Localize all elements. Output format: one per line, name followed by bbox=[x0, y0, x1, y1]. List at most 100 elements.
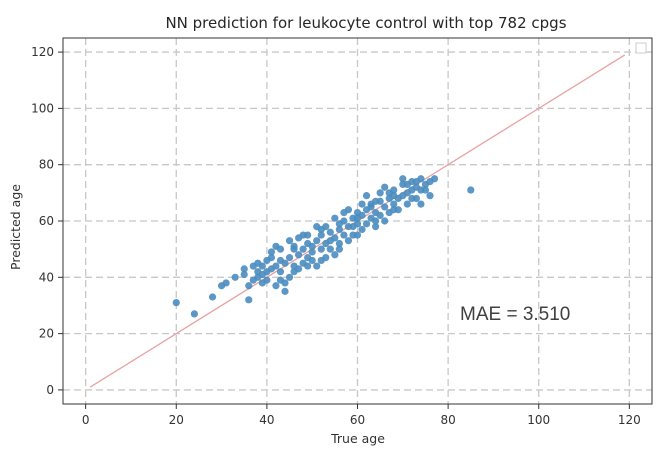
data-point bbox=[272, 282, 280, 290]
data-point bbox=[295, 234, 303, 242]
y-tick-label: 60 bbox=[39, 214, 54, 228]
data-point bbox=[308, 256, 316, 265]
data-point bbox=[276, 268, 285, 276]
data-point bbox=[245, 282, 253, 290]
data-point bbox=[313, 237, 321, 245]
y-tick-label: 80 bbox=[39, 158, 54, 172]
data-point bbox=[381, 203, 389, 211]
legend-box bbox=[635, 42, 647, 54]
data-point bbox=[245, 296, 253, 304]
y-tick-label: 0 bbox=[46, 383, 54, 397]
data-point bbox=[403, 180, 411, 188]
data-point bbox=[240, 265, 248, 273]
data-point bbox=[430, 175, 439, 183]
data-point bbox=[358, 225, 366, 234]
x-tick-label: 20 bbox=[169, 413, 184, 427]
data-point bbox=[326, 228, 334, 236]
data-point bbox=[376, 189, 384, 197]
data-point bbox=[222, 279, 230, 287]
data-point bbox=[240, 270, 248, 279]
x-tick-label: 120 bbox=[618, 413, 641, 427]
data-point bbox=[335, 245, 343, 253]
data-point bbox=[281, 259, 289, 267]
data-point bbox=[331, 251, 339, 259]
x-axis-label: True age bbox=[330, 431, 385, 446]
x-tick-label: 100 bbox=[527, 413, 550, 427]
data-point bbox=[426, 192, 434, 200]
y-tick-label: 40 bbox=[39, 270, 54, 284]
data-point bbox=[408, 194, 416, 203]
data-point bbox=[317, 225, 325, 234]
mae-annotation: MAE = 3.510 bbox=[460, 304, 570, 325]
data-point bbox=[367, 203, 375, 211]
data-points bbox=[172, 175, 475, 318]
data-point bbox=[372, 217, 380, 225]
data-point bbox=[317, 245, 325, 253]
data-point bbox=[281, 279, 289, 287]
data-point bbox=[362, 220, 371, 228]
data-point bbox=[308, 248, 316, 256]
data-point bbox=[308, 242, 316, 250]
data-point bbox=[340, 231, 348, 239]
data-point bbox=[335, 225, 343, 234]
data-point bbox=[376, 211, 384, 219]
data-point bbox=[335, 220, 343, 228]
data-point bbox=[353, 214, 362, 222]
data-point bbox=[285, 273, 294, 281]
data-point bbox=[231, 273, 239, 281]
data-point bbox=[344, 237, 353, 245]
data-point bbox=[381, 183, 389, 191]
x-tick-label: 40 bbox=[259, 413, 274, 427]
y-axis-label: Predicted age bbox=[8, 184, 23, 270]
chart-title: NN prediction for leukocyte control with… bbox=[165, 14, 566, 32]
data-point bbox=[172, 299, 180, 307]
data-point bbox=[276, 245, 285, 253]
data-point bbox=[372, 197, 380, 205]
data-point bbox=[317, 256, 325, 265]
data-point bbox=[249, 262, 257, 270]
data-point bbox=[390, 206, 398, 214]
data-point bbox=[290, 242, 298, 250]
data-point bbox=[335, 239, 343, 248]
data-point bbox=[263, 256, 271, 265]
data-point bbox=[467, 186, 475, 194]
data-point bbox=[272, 262, 280, 270]
data-point bbox=[208, 293, 217, 301]
data-point bbox=[421, 186, 430, 194]
data-point bbox=[304, 231, 312, 239]
data-point bbox=[326, 237, 334, 245]
data-point bbox=[299, 245, 307, 253]
data-point bbox=[349, 223, 357, 231]
data-point bbox=[295, 251, 303, 259]
data-point bbox=[399, 175, 407, 183]
data-point bbox=[285, 237, 294, 245]
data-point bbox=[190, 310, 198, 318]
data-point bbox=[267, 248, 276, 256]
data-point bbox=[304, 262, 312, 270]
x-tick-label: 0 bbox=[82, 413, 90, 427]
x-axis-ticks: 0 20 40 60 80 100 120 bbox=[82, 404, 641, 427]
data-point bbox=[412, 177, 420, 186]
data-point bbox=[340, 208, 348, 217]
y-tick-label: 20 bbox=[39, 327, 54, 341]
data-point bbox=[390, 200, 398, 208]
data-point bbox=[372, 223, 380, 231]
data-point bbox=[258, 279, 266, 287]
y-axis-ticks: 0 20 40 60 80 100 120 bbox=[31, 45, 63, 397]
data-point bbox=[285, 254, 294, 262]
data-point bbox=[353, 231, 362, 239]
data-point bbox=[313, 262, 321, 270]
data-point bbox=[390, 192, 398, 200]
y-tick-label: 100 bbox=[31, 101, 54, 115]
data-point bbox=[281, 287, 289, 295]
data-point bbox=[403, 200, 411, 208]
data-point bbox=[381, 217, 389, 225]
data-point bbox=[331, 214, 339, 222]
y-tick-label: 120 bbox=[31, 45, 54, 59]
data-point bbox=[362, 192, 371, 200]
data-point bbox=[417, 200, 425, 208]
x-tick-label: 60 bbox=[350, 413, 365, 427]
data-point bbox=[317, 231, 325, 239]
x-tick-label: 80 bbox=[440, 413, 455, 427]
